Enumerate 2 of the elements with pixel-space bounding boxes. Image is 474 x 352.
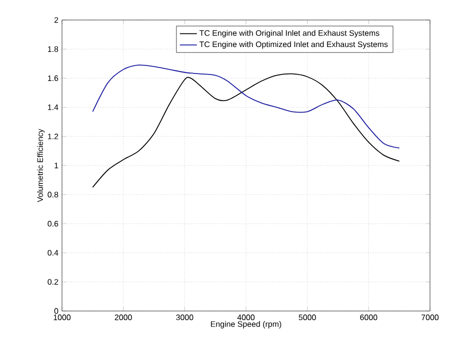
line-series — [92, 73, 400, 188]
line-series — [92, 64, 400, 148]
